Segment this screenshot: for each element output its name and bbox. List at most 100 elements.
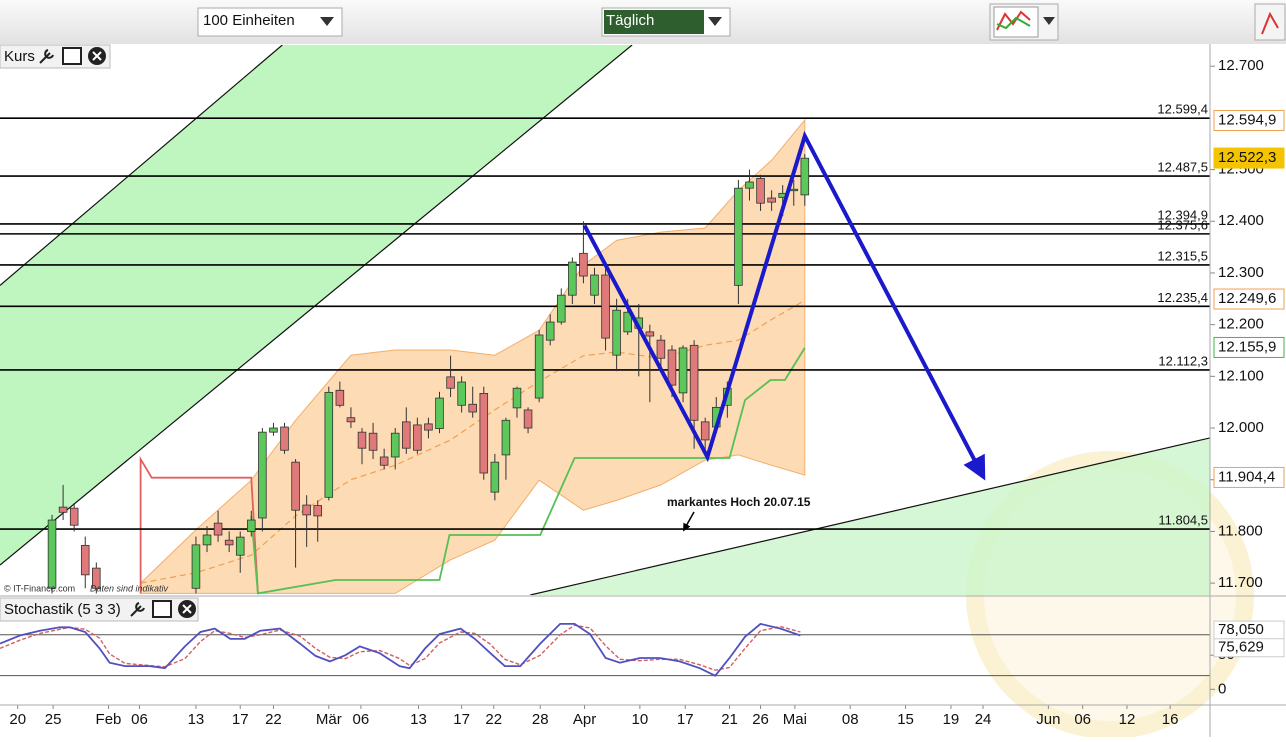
candle-body (390, 432, 400, 458)
price-tag (1213, 336, 1285, 358)
candle-body (689, 344, 699, 421)
candle-body (291, 461, 300, 511)
indicator-line (250, 347, 806, 595)
x-tick-label: 06 (1074, 711, 1091, 728)
candle-body (424, 423, 433, 431)
trendline (0, 45, 633, 566)
x-tick-label: 17 (453, 711, 470, 728)
y-tick-label: 0 (1218, 680, 1226, 697)
annotation-arrow (683, 511, 695, 532)
candle-body (767, 197, 776, 203)
price-panel-header: Kurs (0, 44, 111, 69)
price-tag (1213, 638, 1285, 658)
candle-body (756, 177, 765, 204)
panel-title: Stochastik (5 3 3) (4, 601, 121, 618)
x-tick-label: Feb (96, 711, 122, 728)
projection-arrow (582, 130, 986, 481)
candle-body (734, 187, 743, 286)
price-tag-label: 12.155,9 (1218, 338, 1276, 355)
settings-icon[interactable] (39, 49, 54, 64)
x-tick-label: Apr (573, 711, 596, 728)
candle-body (280, 426, 289, 451)
candle-body (313, 505, 322, 517)
x-tick-label: 19 (943, 711, 960, 728)
candle-body (612, 309, 621, 356)
level-label: 12.112,3 (1158, 353, 1208, 368)
candle-body (47, 519, 57, 589)
x-tick-label: 13 (410, 711, 427, 728)
overlay: 12.599,4 12.487,5 12.394,912.375,6 12.315,5… (9, 57, 1285, 728)
candle-body (457, 381, 466, 406)
candle-body (623, 311, 632, 333)
x-tick-label: 28 (532, 711, 549, 728)
x-tick-label: 26 (752, 711, 769, 728)
stochastic-panel-header: Stochastik (5 3 3) (0, 597, 199, 622)
settings-button[interactable] (1254, 3, 1286, 41)
y-tick-label: 12.700 (1218, 57, 1264, 74)
indicator-line (139, 455, 259, 594)
candle-body (556, 294, 566, 323)
level-label: 12.235,4 (1157, 290, 1208, 305)
candle-body (247, 519, 256, 532)
price-tag-label: 75,629 (1218, 639, 1264, 656)
units-value: 100 Einheiten (203, 12, 295, 29)
x-tick-label: Jun (1036, 711, 1060, 728)
stochastic-plot (0, 622, 1210, 677)
candle-body (335, 389, 345, 406)
trendline (0, 45, 283, 286)
x-tick-label: 13 (188, 711, 205, 728)
x-tick-label: 21 (721, 711, 738, 728)
candle-body (667, 349, 677, 386)
band-middle (140, 299, 806, 584)
x-tick-label: 24 (975, 711, 992, 728)
candle-body (80, 544, 90, 576)
y-tick-label: 11.800 (1218, 522, 1263, 539)
price-tag (1213, 288, 1285, 310)
maximize-icon[interactable] (62, 47, 82, 65)
candle-body (468, 403, 477, 413)
candle-body (435, 397, 444, 429)
x-tick-label: 08 (842, 711, 859, 728)
bollinger-band (140, 118, 806, 594)
level-label: 12.487,5 (1157, 159, 1208, 174)
candle-body (490, 461, 500, 493)
candle-body (69, 507, 79, 526)
price-tag (1213, 147, 1285, 169)
settings-icon[interactable] (130, 602, 145, 617)
candle-body (269, 427, 278, 433)
x-tick-label: 12 (1119, 711, 1136, 728)
candle-body (224, 539, 234, 546)
x-tick-label: 15 (897, 711, 914, 728)
price-tag (1213, 466, 1285, 488)
candle-body (302, 504, 311, 516)
interval-value: Täglich (606, 12, 654, 29)
units-dropdown[interactable]: 100 Einheiten (197, 7, 343, 37)
candle-body (568, 261, 577, 296)
x-tick-label: 22 (485, 711, 502, 728)
y-tick-label: 11.700 (1218, 574, 1263, 591)
interval-dropdown[interactable]: Täglich (601, 7, 731, 37)
y-tick-label: 12.200 (1218, 316, 1264, 333)
candle-body (601, 274, 610, 339)
candle-body (479, 393, 489, 474)
candle-body (656, 339, 666, 359)
price-tag-label: 12.594,9 (1218, 111, 1276, 128)
candle-body (745, 181, 754, 189)
candle-body (258, 431, 267, 519)
x-tick-label: 16 (1162, 711, 1179, 728)
source: © IT-Finance.com (4, 583, 75, 593)
candle-body (213, 522, 223, 536)
indicator-button[interactable] (989, 3, 1059, 41)
candle-body (590, 274, 599, 296)
candle-body (346, 417, 356, 423)
maximize-icon[interactable] (152, 600, 172, 618)
x-tick-label: 20 (9, 711, 26, 728)
candle-body (413, 424, 422, 451)
x-tick-label: 06 (131, 711, 148, 728)
candle-body (357, 431, 367, 449)
price-tag-label: 11.904,4 (1218, 468, 1275, 485)
disclaimer: Daten sind indikativ (90, 583, 169, 593)
candle-body (800, 157, 810, 196)
candle-body (235, 536, 245, 556)
